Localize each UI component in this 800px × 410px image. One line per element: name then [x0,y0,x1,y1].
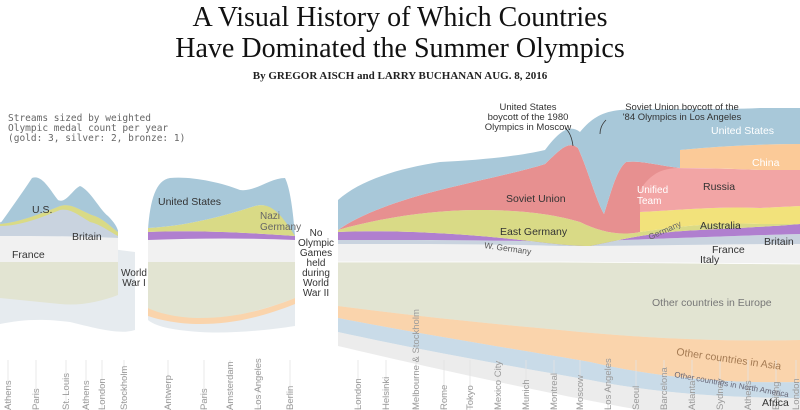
stream-australia [640,206,800,232]
stream-label: United States [711,125,774,137]
x-tick-label: Athens [81,380,92,410]
x-tick-label: Berlin [285,386,296,410]
stream-label: China [752,157,780,169]
gap-label-world-war-1: World War I [121,268,147,289]
x-tick-label: Athens [743,380,754,410]
stream-other-europe [338,262,800,341]
x-tick-label: Barcelona [659,367,670,410]
stream-china [680,144,800,170]
stream-label: Unified Team [637,185,668,207]
x-tick-label: London [791,378,800,410]
stream-label: Britain [72,231,102,243]
x-tick-label: Amsterdam [225,361,236,410]
chart-title-line1: A Visual History of Which Countries [192,2,608,33]
stream-other-europe [148,260,295,320]
stream-united-states [338,108,800,230]
stream-label: Italy [700,254,720,266]
stream-label: Russia [703,181,735,193]
stream-britain [338,234,800,246]
annotation-arrow [599,119,607,135]
x-tick-label: Antwerp [163,375,174,410]
x-tick-label: Rome [439,385,450,410]
stream-france [338,244,800,264]
stream-russia [640,168,800,212]
stream-us [0,177,118,232]
stream-other-asia [148,298,295,324]
annotation-us-boycott: United States boycott of the 1980 Olympics… [485,102,572,133]
chart-title-line2: Have Dominated the Summer Olympics [175,33,625,64]
stream-france [0,236,118,262]
stream-germany [0,205,118,236]
x-tick-label: Paris [199,388,210,410]
stream-label: Nazi Germany [260,211,301,233]
stream-label: United States [158,196,221,208]
stream-label: Other countries in Europe [652,297,772,309]
x-tick-label: London [97,378,108,410]
stream-label: Soviet Union [506,193,566,205]
stream-nazi-germany [148,205,295,236]
x-tick-label: Helsinki [381,377,392,410]
stream-label: France [12,249,45,261]
x-tick-label: Moscow [575,375,586,410]
byline: By GREGOR AISCH and LARRY BUCHANAN AUG. … [252,70,548,82]
x-tick-label: St. Louis [61,373,72,410]
x-tick-label: London [353,378,364,410]
x-tick-label: Melbourne & Stockholm [411,309,422,410]
x-tick-label: Stockholm [119,366,130,410]
stream-label: East Germany [500,226,568,238]
x-tick-label: Paris [31,388,42,410]
stream-label: Britain [764,236,794,248]
stream-other-north-america [338,318,800,398]
x-tick-label: Tokyo [465,385,476,410]
annotation-arrow [564,127,574,147]
stream-britain [0,201,118,238]
stream-germany [148,231,295,240]
x-tick-label: Los Angeles [603,358,614,410]
annotation-soviet-boycott: Soviet Union boycott of the '84 Olympics … [623,102,742,123]
stream-label: Africa [762,397,789,409]
x-tick-label: Seoul [631,386,642,410]
chart-note: Streams sized by weighted Olympic medal … [8,113,186,144]
x-tick-label: Sydney [715,378,726,410]
x-tick-label: Mexico City [493,361,504,410]
stream-france [148,238,295,262]
x-tick-label: Atlanta [687,380,698,410]
x-tick-label: Beijing [771,381,782,410]
gap-label-world-war-2: No Olympic Games held during World War II [298,228,334,299]
x-tick-label: Montreal [549,373,560,410]
stream-label: U.S. [32,204,52,216]
stream-other-europe [338,261,800,265]
x-tick-label: Athens [3,380,14,410]
stream-east-germany [338,210,800,246]
stream-other-europe [0,261,118,305]
stream-soviet-union [338,145,680,234]
stream-africa [338,332,800,410]
x-tick-label: Los Angeles [253,358,264,410]
stream-united-states [148,177,295,236]
stream-label: France [712,244,745,256]
stream-germany [338,224,800,246]
x-tick-label: Munich [521,379,532,410]
stream-other-asia [338,306,800,383]
stream-label: Australia [700,220,741,232]
